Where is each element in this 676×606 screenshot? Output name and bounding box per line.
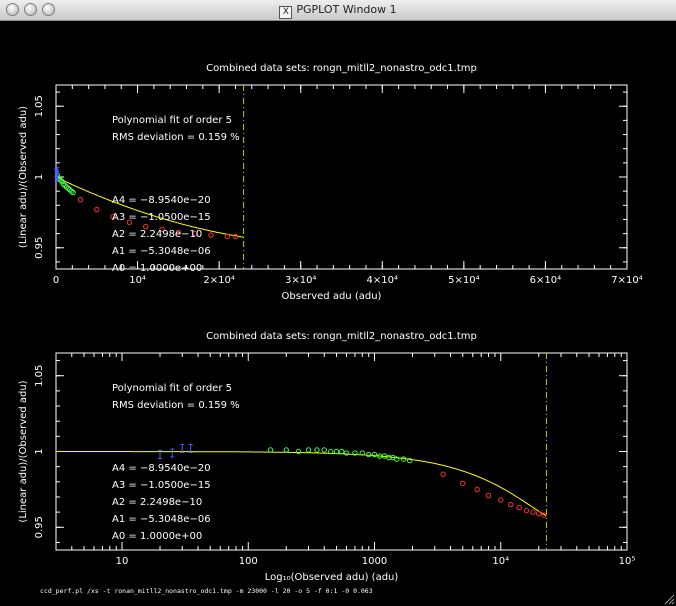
zoom-button[interactable] [42,3,55,16]
coefficient-text: A1 = −5.3048e−06 [112,514,211,525]
annotation-text: RMS deviation = 0.159 % [112,132,240,143]
plot-canvas: Combined data sets: rongn_mitll2_nonastr… [18,63,643,583]
fit-curve [55,176,244,238]
x-tick-label: 0 [53,275,59,286]
coefficient-text: A0 = 1.0000e+00 [112,263,202,274]
data-point [516,504,522,511]
data-point [267,447,274,453]
window-title-text: PGPLOT Window 1 [296,3,397,16]
data-point [536,510,542,517]
data-point [328,448,334,455]
data-point [371,451,378,458]
data-point [175,229,182,235]
x-tick-label: 10⁵ [619,556,636,567]
coefficient-text: A1 = −5.3048e−06 [112,246,211,257]
x-tick-label: 100 [239,556,258,567]
coefficient-text: A4 = −8.9540e−20 [112,195,211,206]
data-point [94,206,100,213]
close-button[interactable] [6,3,19,16]
data-point [460,480,466,487]
data-point [314,447,320,453]
data-point [283,447,289,453]
data-point [224,233,231,240]
data-point [508,501,514,508]
chart-title: Combined data sets: rongn_mitll2_nonastr… [206,63,477,74]
plot-frame [55,84,628,270]
data-point [208,232,214,238]
data-point [541,512,547,518]
coefficient-text: A2 = 2.2498e−10 [112,229,202,240]
data-point [498,497,504,503]
annotation-text: Polynomial fit of order 5 [112,383,232,394]
x-tick-label: 5×10⁴ [448,275,479,286]
coefficient-text: A2 = 2.2498e−10 [112,497,202,508]
data-point [295,448,302,455]
data-point [333,448,340,455]
data-point [523,507,530,514]
x-tick-label: 3×10⁴ [285,275,316,286]
x11-icon: X [279,6,293,19]
x-axis-label: Observed adu (adu) [282,291,382,302]
resize-grip-icon[interactable] [663,593,675,605]
title-bar[interactable]: X PGPLOT Window 1 [0,0,676,21]
x-tick-label: 4×10⁴ [367,275,398,286]
data-point [305,447,312,453]
fit-curve [56,451,547,517]
data-point [191,230,198,237]
annotation-text: RMS deviation = 0.159 % [112,400,240,411]
data-point [394,456,400,462]
data-point [359,450,365,456]
coefficient-text: A3 = −1.0500e−15 [112,212,211,223]
data-point [343,450,350,456]
annotation-text: Polynomial fit of order 5 [112,115,232,126]
coefficient-text: A4 = −8.9540e−20 [112,463,211,474]
command-line-text: ccd_perf.pl /xs -t ronan_mitll2_nonastro… [40,587,373,595]
data-point [321,447,327,453]
data-point [406,457,413,464]
y-tick-label: 0.95 [34,237,45,259]
data-point [110,213,116,220]
y-axis-label: (Linear adu)/(Observed adu) [18,106,29,248]
chart-2: Combined data sets: rongn_mitll2_nonastr… [18,331,635,583]
coefficient-text: A3 = −1.0500e−15 [112,480,211,491]
data-point [485,492,492,499]
data-point [232,233,239,240]
data-point [352,450,358,456]
y-tick-label: 0.95 [34,516,45,538]
data-point [126,219,133,225]
y-tick-label: 1 [34,174,45,180]
x-tick-label: 6×10⁴ [530,275,561,286]
data-point [440,471,446,477]
data-point [530,509,536,515]
chart-1: Combined data sets: rongn_mitll2_nonastr… [18,63,643,302]
data-point [339,448,345,455]
y-tick-label: 1 [34,448,45,454]
minimize-button[interactable] [24,3,37,16]
x-tick-label: 10⁴ [492,556,509,567]
coefficient-text: A0 = 1.0000e+00 [112,531,202,542]
y-tick-label: 1.05 [34,365,45,387]
data-point [474,486,480,493]
chart-title: Combined data sets: rongn_mitll2_nonastr… [206,331,477,342]
window-title: X PGPLOT Window 1 [0,3,676,19]
data-point [159,226,165,233]
x-tick-label: 2×10⁴ [203,275,234,286]
data-point [400,456,407,462]
x-tick-label: 7×10⁴ [611,275,642,286]
data-point [77,196,84,203]
data-point [143,223,149,230]
data-point [70,189,76,196]
x-tick-label: 10⁴ [129,275,146,286]
x-tick-label: 10 [116,556,129,567]
y-axis-label: (Linear adu)/(Observed adu) [18,380,29,522]
y-tick-label: 1.05 [34,95,45,117]
x-tick-label: 1000 [362,556,387,567]
x-axis-label: Log₁₀(Observed adu) (adu) [265,572,399,583]
data-point [366,451,372,458]
